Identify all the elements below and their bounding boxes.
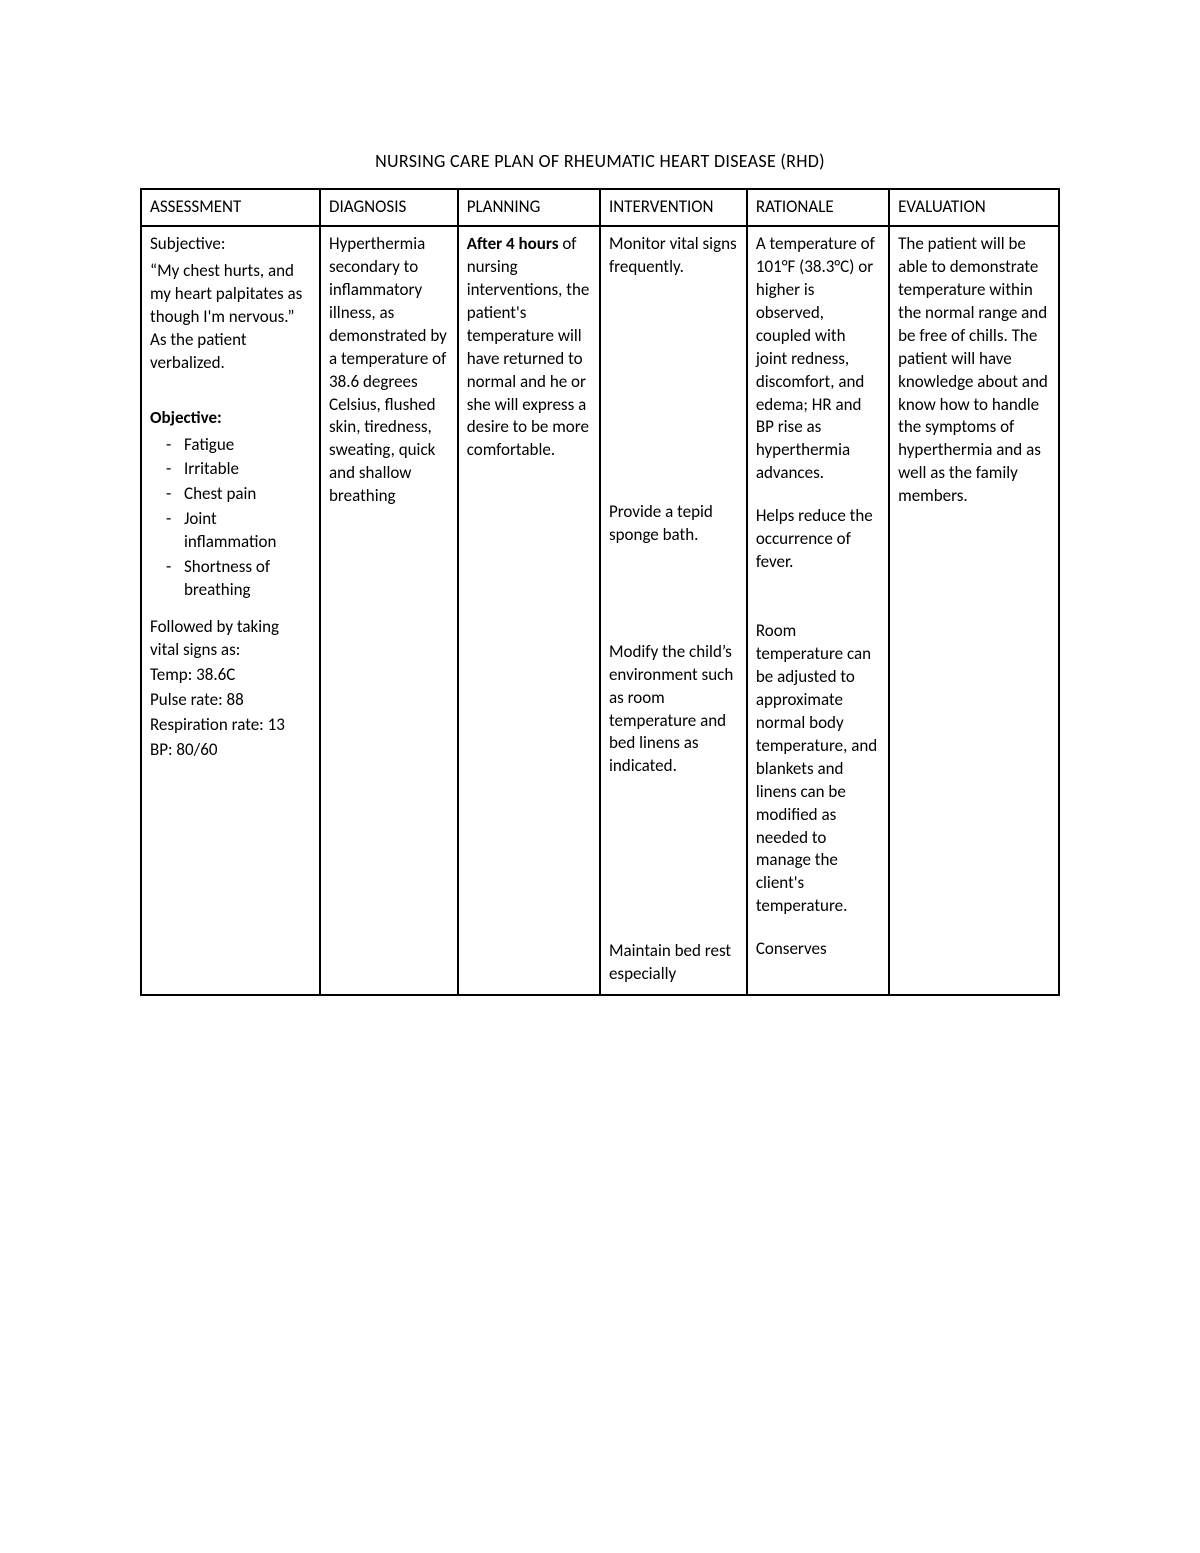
rationale-1: A temperature of 101°F (38.3°C) or highe… — [756, 233, 880, 485]
list-item: Shortness of breathing — [184, 556, 311, 602]
cell-planning: After 4 hours of nursing interventions, … — [458, 226, 600, 995]
intervention-3: Modify the child’s environment such as r… — [609, 641, 738, 779]
col-header-evaluation: EVALUATION — [889, 189, 1059, 226]
col-header-rationale: RATIONALE — [747, 189, 889, 226]
planning-text: After 4 hours of nursing interventions, … — [467, 233, 591, 462]
document-title: NURSING CARE PLAN OF RHEUMATIC HEART DIS… — [140, 150, 1060, 172]
subjective-label: Subjective: — [150, 233, 311, 256]
intervention-4: Maintain bed rest especially — [609, 940, 738, 986]
vital-pulse: Pulse rate: 88 — [150, 689, 311, 712]
cell-evaluation: The patient will be able to demonstrate … — [889, 226, 1059, 995]
vital-bp: BP: 80/60 — [150, 739, 311, 762]
table-header-row: ASSESSMENT DIAGNOSIS PLANNING INTERVENTI… — [141, 189, 1059, 226]
diagnosis-text: Hyperthermia secondary to inflammatory i… — [329, 233, 449, 508]
document-page: NURSING CARE PLAN OF RHEUMATIC HEART DIS… — [0, 0, 1200, 1056]
cell-diagnosis: Hyperthermia secondary to inflammatory i… — [320, 226, 458, 995]
list-item: Fatigue — [184, 434, 311, 457]
rationale-4: Conserves — [756, 938, 880, 961]
cell-assessment: Subjective: “My chest hurts, and my hear… — [141, 226, 320, 995]
vital-temp: Temp: 38.6C — [150, 664, 311, 687]
vital-resp: Respiration rate: 13 — [150, 714, 311, 737]
planning-lead: After 4 hours — [467, 233, 559, 254]
list-item: Irritable — [184, 458, 311, 481]
intervention-2: Provide a tepid sponge bath. — [609, 501, 738, 547]
list-item: Joint inflammation — [184, 508, 311, 554]
planning-rest: of nursing interventions, the patient's … — [467, 233, 590, 460]
cell-intervention: Monitor vital signs frequently. Provide … — [600, 226, 747, 995]
evaluation-text: The patient will be able to demonstrate … — [898, 233, 1050, 508]
col-header-assessment: ASSESSMENT — [141, 189, 320, 226]
cell-rationale: A temperature of 101°F (38.3°C) or highe… — [747, 226, 889, 995]
objective-list: Fatigue Irritable Chest pain Joint infla… — [150, 434, 311, 603]
care-plan-table: ASSESSMENT DIAGNOSIS PLANNING INTERVENTI… — [140, 188, 1060, 996]
subjective-text: “My chest hurts, and my heart palpitates… — [150, 260, 311, 375]
col-header-planning: PLANNING — [458, 189, 600, 226]
intervention-1: Monitor vital signs frequently. — [609, 233, 738, 279]
rationale-2: Helps reduce the occurrence of fever. — [756, 505, 880, 574]
rationale-3: Room temperature can be adjusted to appr… — [756, 620, 880, 918]
table-row: Subjective: “My chest hurts, and my hear… — [141, 226, 1059, 995]
col-header-intervention: INTERVENTION — [600, 189, 747, 226]
objective-label: Objective: — [150, 407, 311, 430]
list-item: Chest pain — [184, 483, 311, 506]
col-header-diagnosis: DIAGNOSIS — [320, 189, 458, 226]
vitals-block: Followed by taking vital signs as: Temp:… — [150, 616, 311, 762]
vitals-intro: Followed by taking vital signs as: — [150, 616, 311, 662]
